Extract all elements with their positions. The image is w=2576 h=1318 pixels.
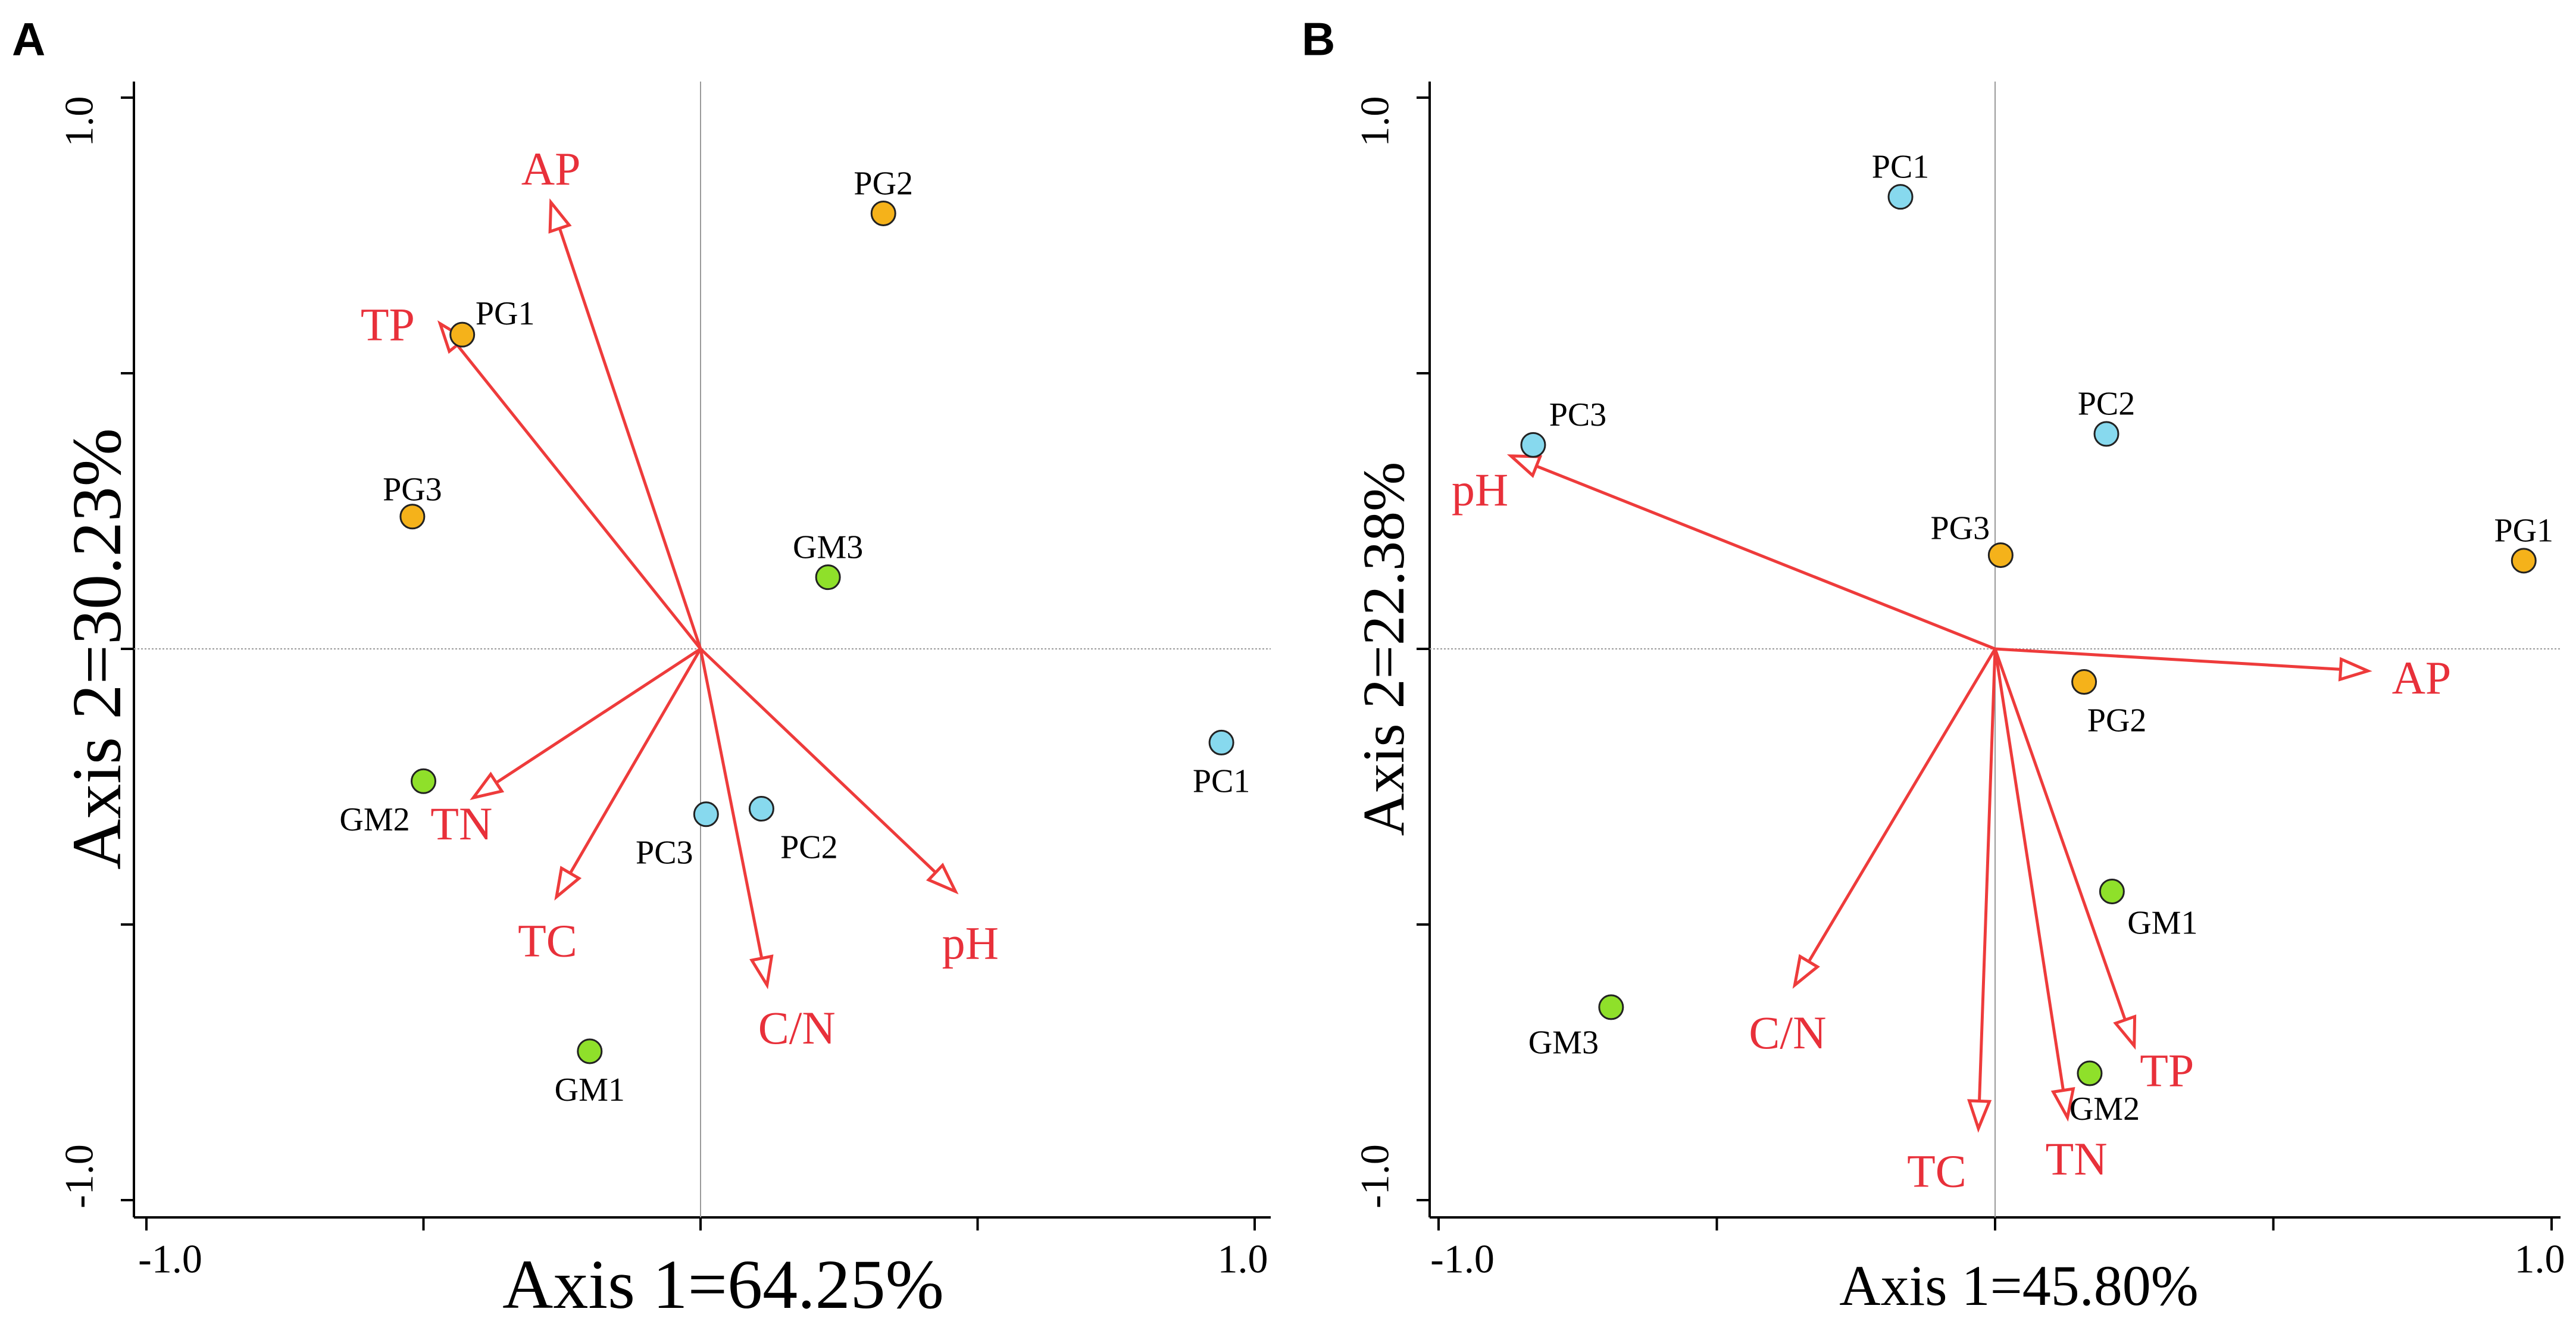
sample-point: [1598, 994, 1624, 1020]
vector-arrow-shaft: [1536, 464, 1996, 651]
y-axis-title: Axis 2=30.23%: [58, 428, 136, 870]
sample-point: [748, 796, 774, 822]
panel-letter: A: [12, 13, 45, 65]
vector-label: pH: [942, 917, 999, 969]
vector-arrow-head: [2338, 657, 2372, 682]
sample-point: [2093, 421, 2119, 447]
vector-arrow-shaft: [558, 227, 702, 649]
panel-letter: B: [1302, 13, 1335, 65]
vector-arrow-head: [470, 772, 505, 800]
y-tick-label-min: -1.0: [1352, 1144, 1398, 1208]
sample-label: PC1: [1193, 763, 1251, 799]
sample-label: PC2: [780, 829, 838, 866]
vector-arrow-head: [548, 198, 572, 234]
vector-arrow-shaft: [699, 648, 764, 959]
vector-arrow-shaft: [699, 648, 937, 874]
vector-arrow-shaft: [1807, 648, 1997, 963]
vector-label: TC: [518, 915, 577, 967]
sample-point: [2099, 878, 2125, 904]
sample-point: [815, 564, 841, 591]
sample-point: [693, 801, 719, 827]
vector-arrow-head: [1506, 454, 1543, 478]
sample-label: PC1: [1872, 149, 1930, 186]
sample-point: [577, 1038, 603, 1064]
vector-label: TC: [1907, 1145, 1967, 1197]
vector-arrow-shaft: [1993, 648, 2065, 1091]
vector-label: AP: [2392, 652, 2452, 704]
sample-point: [449, 321, 476, 348]
sample-point: [411, 768, 436, 794]
sample-label: PG2: [854, 165, 913, 202]
vector-arrow-shaft: [1994, 647, 2341, 671]
vector-label: TP: [2140, 1045, 2194, 1097]
sample-label: PC2: [2078, 386, 2136, 423]
vector-label: AP: [521, 143, 581, 195]
vector-arrow-shaft: [1993, 648, 2127, 1021]
sample-point: [2071, 669, 2097, 695]
vector-label: C/N: [1749, 1007, 1826, 1058]
vector-arrow-head: [926, 863, 959, 895]
sample-label: GM3: [1528, 1025, 1599, 1061]
y-tick-label-max: 1.0: [57, 96, 102, 147]
sample-label: PG1: [476, 295, 535, 332]
vector-arrow-head: [1792, 954, 1820, 989]
sample-label: PC3: [1549, 396, 1607, 433]
sample-label: PG1: [2494, 513, 2553, 549]
x-tick-label-max: 1.0: [1218, 1236, 1268, 1282]
sample-point: [399, 504, 426, 530]
x-tick-label-max: 1.0: [2515, 1236, 2565, 1282]
sample-point: [1208, 729, 1234, 755]
vector-arrow-head: [749, 954, 774, 989]
panel-a: -1.0 1.0 1.0 -1.0 Axis 1=64.25% Axis 2=30.23%…: [12, 13, 1271, 1318]
sample-label: PG3: [1931, 510, 1990, 546]
sample-label: GM2: [339, 801, 409, 838]
sample-label: GM1: [555, 1072, 625, 1108]
vector-arrow-shaft: [568, 648, 702, 874]
sample-point: [1887, 184, 1914, 210]
vector-arrow-head: [554, 866, 582, 901]
sample-point: [1987, 542, 2014, 569]
vector-arrow-head: [1967, 1099, 1992, 1133]
vector-label: TN: [430, 798, 492, 849]
sample-label: PG3: [383, 471, 442, 508]
sample-point: [2077, 1060, 2103, 1086]
vector-arrow-shaft: [456, 344, 702, 650]
x-axis-title: Axis 1=45.80%: [1839, 1254, 2198, 1317]
sample-label: GM2: [2069, 1091, 2140, 1128]
sample-label: PC3: [636, 835, 693, 872]
sample-label: GM1: [2127, 904, 2197, 941]
vector-arrow-shaft: [495, 647, 702, 784]
x-tick-label-min: -1.0: [138, 1236, 202, 1282]
vector-label: TN: [2046, 1133, 2108, 1185]
sample-label: GM3: [793, 529, 863, 566]
y-axis-title: Axis 2=22.38%: [1350, 462, 1417, 836]
x-axis-title: Axis 1=64.25%: [502, 1245, 944, 1318]
vector-label: pH: [1452, 464, 1508, 516]
vector-arrow-shaft: [1978, 648, 1997, 1101]
sample-point: [2511, 548, 2537, 574]
y-tick-label-max: 1.0: [1352, 96, 1398, 147]
vector-arrow-head: [2050, 1087, 2075, 1122]
sample-point: [1520, 432, 1546, 458]
y-tick-label-min: -1.0: [57, 1144, 102, 1208]
panel-b: -1.0 1.0 1.0 -1.0 Axis 1=45.80% Axis 2=22.38%…: [1302, 13, 2565, 1317]
vector-label: C/N: [758, 1002, 836, 1054]
sample-point: [870, 200, 896, 226]
vector-label: TP: [361, 299, 415, 351]
vector-arrow-head: [2113, 1014, 2137, 1050]
sample-label: PG2: [2087, 702, 2147, 739]
x-tick-label-min: -1.0: [1430, 1236, 1495, 1282]
